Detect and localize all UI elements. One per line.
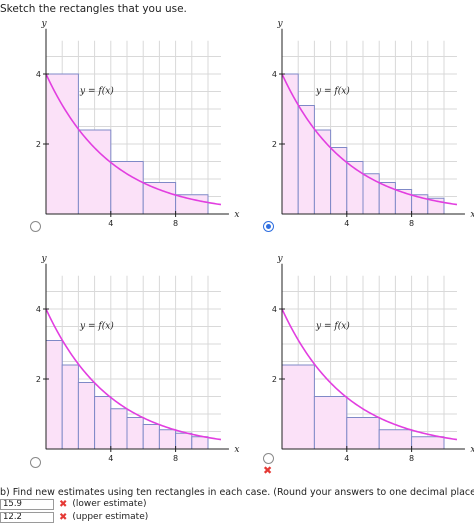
y-tick-label: 4 [36, 70, 41, 79]
y-tick-label: 4 [272, 70, 277, 79]
curve-label: y = f(x) [79, 320, 114, 331]
radio-option-d[interactable] [263, 453, 274, 464]
upper-estimate-input[interactable] [0, 511, 54, 523]
upper-estimate-label: (upper estimate) [72, 512, 149, 522]
x-tick-label: 8 [173, 454, 178, 463]
approx-rectangle [77, 382, 96, 450]
y-tick-label: 2 [272, 140, 277, 149]
rectangles [45, 73, 209, 215]
approx-rectangle [175, 432, 193, 450]
y-axis-label: y [40, 254, 47, 264]
instruction-text: Sketch the rectangles that you use. [0, 3, 187, 15]
approx-rectangle [142, 424, 160, 450]
radio-option-a[interactable] [30, 221, 41, 232]
approx-rectangle [313, 396, 348, 450]
approx-rectangle [281, 364, 315, 450]
approx-rectangle [61, 364, 79, 450]
lower-estimate-label: (lower estimate) [72, 499, 147, 509]
radio-option-b[interactable] [263, 221, 274, 232]
x-axis-label: x [234, 210, 239, 220]
wrong-mark-icon: ✖ [59, 498, 68, 510]
x-axis-label: x [234, 445, 239, 455]
lower-estimate-row: ✖ (lower estimate) [0, 498, 146, 510]
lower-estimate-input[interactable] [0, 498, 54, 510]
graph-svg: 2 4 4 8 y x y = f(x) [272, 19, 474, 228]
graph-svg: 2 4 4 8 y x y = f(x) [272, 254, 474, 463]
y-tick-label: 4 [36, 305, 41, 314]
approx-rectangle [126, 417, 144, 450]
approx-rectangle [110, 161, 144, 215]
approx-rectangle [330, 147, 348, 215]
approx-rectangle [77, 129, 112, 215]
part-b-prompt: b) Find new estimates using ten rectangl… [0, 487, 474, 498]
x-tick-label: 4 [108, 219, 113, 228]
approx-rectangle [362, 173, 380, 215]
approx-rectangle [142, 182, 177, 215]
upper-estimate-row: ✖ (upper estimate) [0, 511, 148, 523]
function-curve [45, 308, 222, 441]
graph-option-c: 2 4 4 8 y x y = f(x) [4, 254, 240, 470]
graph-option-a: 2 4 4 8 y x y = f(x) [4, 19, 240, 235]
approx-rectangle [110, 408, 128, 450]
y-axis-label: y [276, 254, 283, 264]
y-axis-label: y [40, 19, 47, 29]
approx-rectangle [378, 429, 413, 450]
approx-rectangle [411, 436, 445, 450]
y-axis-label: y [276, 19, 283, 29]
approx-rectangle [191, 436, 209, 450]
curve-label: y = f(x) [315, 85, 350, 96]
x-tick-label: 8 [173, 219, 178, 228]
rectangles [281, 73, 445, 215]
approx-rectangle [313, 129, 332, 215]
graph-option-d: 2 4 4 8 y x y = f(x) [240, 254, 474, 470]
graph-svg: 2 4 4 8 y x y = f(x) [36, 19, 240, 228]
rectangles [281, 364, 445, 450]
x-tick-label: 8 [409, 454, 414, 463]
x-tick-label: 8 [409, 219, 414, 228]
graph-svg: 2 4 4 8 y x y = f(x) [36, 254, 240, 463]
function-curve [281, 73, 458, 206]
approx-rectangle [158, 429, 177, 450]
approx-rectangle [45, 73, 79, 215]
approx-rectangle [94, 396, 112, 450]
x-axis-label: x [470, 210, 474, 220]
x-tick-label: 4 [344, 454, 349, 463]
x-tick-label: 4 [344, 219, 349, 228]
y-tick-label: 2 [36, 140, 41, 149]
wrong-mark-icon: ✖ [59, 511, 68, 523]
function-curve [281, 308, 458, 441]
approx-rectangle [297, 105, 315, 215]
y-tick-label: 2 [36, 375, 41, 384]
approx-rectangle [45, 340, 63, 450]
x-tick-label: 4 [108, 454, 113, 463]
curve-label: y = f(x) [79, 85, 114, 96]
graph-option-b: 2 4 4 8 y x y = f(x) [240, 19, 474, 235]
y-tick-label: 4 [272, 305, 277, 314]
x-axis-label: x [470, 445, 474, 455]
function-curve [45, 73, 222, 206]
approx-rectangle [346, 417, 380, 450]
curve-label: y = f(x) [315, 320, 350, 331]
wrong-mark-icon: ✖ [263, 464, 273, 477]
radio-option-c[interactable] [30, 457, 41, 468]
y-tick-label: 2 [272, 375, 277, 384]
approx-rectangle [175, 194, 209, 215]
